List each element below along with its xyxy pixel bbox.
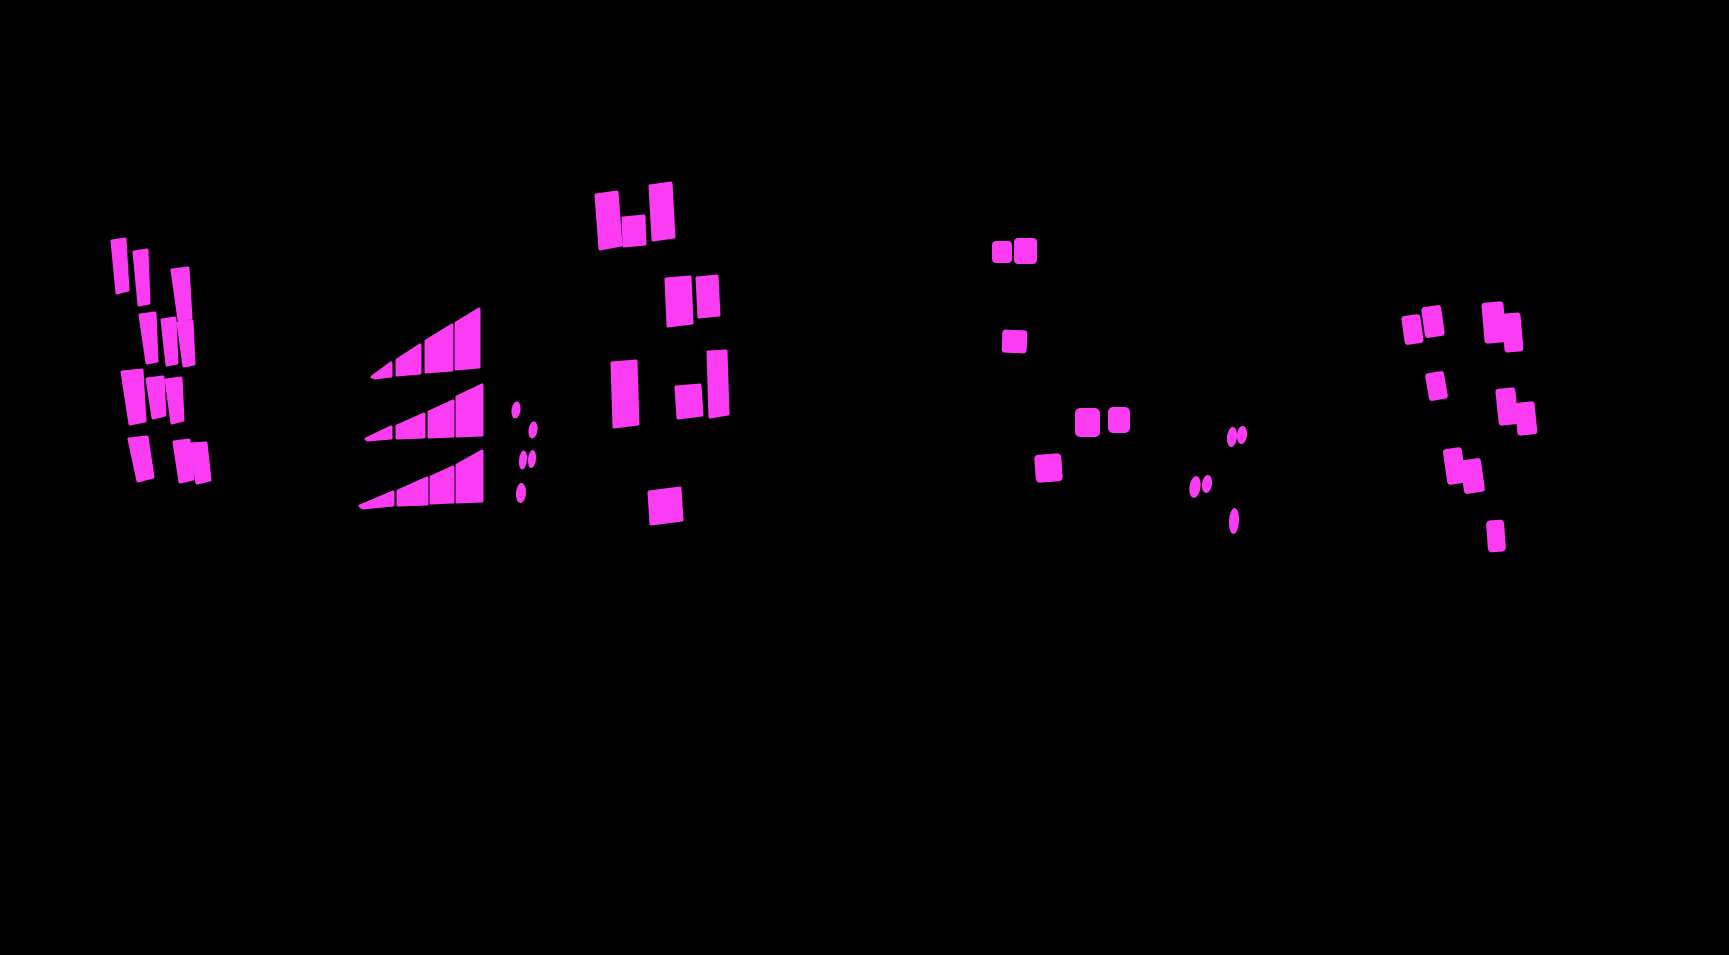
leaning-window-x1	[1495, 387, 1519, 426]
leaning-window-y2	[1460, 458, 1485, 494]
dot-window-1	[511, 401, 521, 419]
wedge-r3s2	[396, 476, 429, 507]
angled-facade-window-wedges	[358, 307, 484, 510]
wedge-r3s1	[358, 490, 395, 510]
wedge-r2s4	[455, 383, 484, 438]
window-bar-r1c3	[170, 266, 193, 322]
dot-window-5	[515, 483, 527, 503]
leaning-window-v1	[1481, 301, 1507, 344]
small-oval-window-dots	[1189, 426, 1248, 534]
wedge-r2s3	[427, 399, 455, 439]
window-bar-r3c1	[120, 368, 147, 426]
oval-window-t	[1228, 508, 1240, 534]
window-bar-r1c2	[132, 248, 151, 307]
square-window-m	[1075, 408, 1100, 437]
leaning-window-y1	[1442, 447, 1467, 485]
square-window-o	[1034, 453, 1063, 483]
window-rect-g	[674, 383, 704, 420]
oval-window-q	[1236, 426, 1248, 444]
dot-window-3	[518, 450, 528, 470]
window-rect-e	[695, 274, 721, 319]
window-bar-r2c2	[160, 316, 179, 367]
window-rect-d	[664, 275, 694, 328]
wedge-r2s1	[364, 425, 393, 442]
far-right-window-pairs	[1401, 301, 1538, 553]
square-window-j	[992, 241, 1012, 263]
window-rect-b	[621, 214, 647, 248]
facade-side-window-dots	[511, 401, 538, 503]
leaning-window-z	[1486, 519, 1506, 553]
leaning-window-x2	[1514, 401, 1538, 436]
square-window-l	[1001, 329, 1028, 354]
oval-window-p	[1226, 427, 1238, 447]
leaning-window-u1	[1401, 314, 1424, 345]
mask-shapes-root	[110, 181, 1538, 553]
window-bar-r3c2	[145, 375, 167, 420]
window-bar-r2c3	[176, 319, 196, 368]
window-rect-a	[594, 190, 623, 251]
window-rect-c	[648, 181, 676, 242]
window-bar-r4c3	[189, 441, 212, 485]
window-bar-r4c2	[172, 438, 195, 484]
oval-window-r	[1189, 476, 1201, 498]
right-center-window-squares	[992, 238, 1130, 483]
wedge-r1s3	[424, 323, 454, 374]
leaning-window-u2	[1421, 305, 1445, 338]
wedge-r1s4	[454, 307, 481, 371]
oval-window-s	[1201, 475, 1213, 493]
wedge-r1s1	[370, 361, 393, 380]
wedge-r1s2	[395, 343, 422, 377]
window-bar-r2c1	[138, 311, 159, 365]
left-building-window-bars	[110, 237, 212, 485]
leaning-window-v2	[1501, 312, 1524, 353]
center-building-windows	[594, 181, 730, 526]
dot-window-4	[527, 450, 537, 468]
wedge-r3s3	[429, 465, 455, 505]
wedge-r2s2	[395, 412, 426, 440]
window-bar-r4c1	[127, 435, 155, 483]
window-rect-i	[647, 486, 684, 526]
square-window-k	[1014, 238, 1037, 264]
dot-window-2	[528, 421, 538, 439]
square-window-n	[1108, 407, 1130, 433]
window-rect-f	[610, 359, 640, 429]
window-bar-r1c1	[110, 237, 130, 295]
window-bar-r3c3	[164, 376, 185, 425]
window-rect-h	[706, 349, 730, 419]
leaning-window-w	[1425, 371, 1448, 401]
wedge-r3s4	[455, 449, 484, 504]
